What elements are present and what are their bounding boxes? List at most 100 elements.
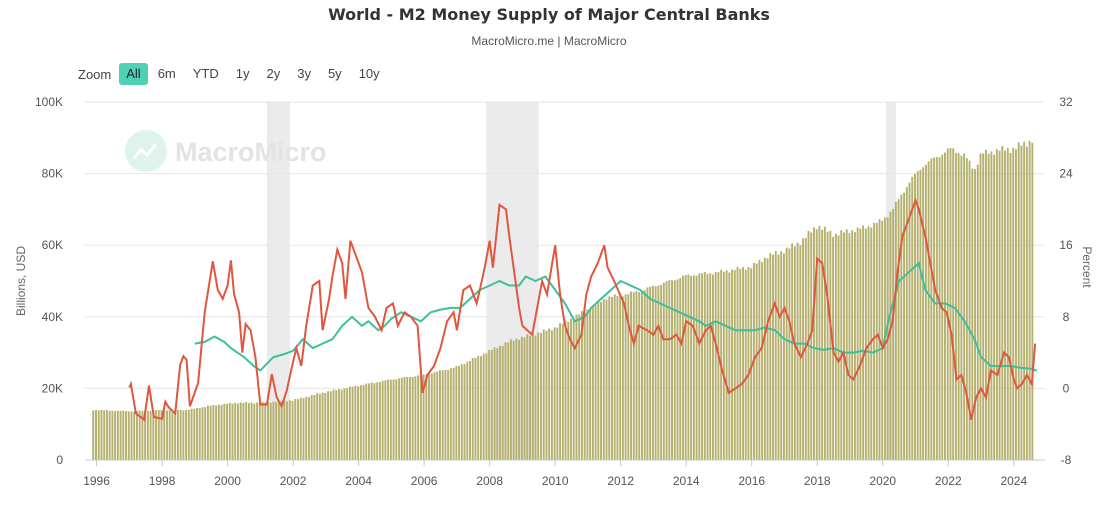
m2-bar — [698, 273, 701, 460]
m2-bar — [591, 305, 594, 460]
x-tick-label: 2002 — [280, 474, 307, 488]
m2-bar — [714, 271, 717, 460]
m2-bar — [570, 318, 572, 460]
m2-bar — [660, 284, 663, 460]
m2-bar — [892, 208, 895, 460]
m2-bar — [275, 402, 278, 460]
m2-bar — [212, 404, 215, 460]
m2-bar — [799, 244, 802, 460]
m2-bar — [226, 403, 228, 460]
m2-bar — [580, 311, 583, 460]
x-tick-label: 2020 — [869, 474, 896, 488]
m2-bar — [837, 235, 840, 460]
zoom-button-3y[interactable]: 3y — [297, 66, 311, 81]
y-right-tick-label: 24 — [1059, 167, 1073, 181]
m2-bar — [217, 404, 220, 460]
m2-bar — [938, 157, 941, 460]
m2-bar — [414, 376, 417, 460]
m2-bar — [479, 356, 482, 460]
m2-bar — [111, 410, 114, 460]
m2-bar — [269, 402, 272, 460]
m2-bar — [875, 222, 878, 460]
m2-bar — [354, 385, 357, 460]
zoom-button-6m[interactable]: 6m — [157, 66, 176, 81]
m2-bar — [608, 296, 611, 460]
y-axis-left: 0 20K 40K 60K 80K 100K — [35, 95, 63, 467]
m2-bar — [228, 402, 231, 460]
m2-bar — [922, 167, 925, 460]
m2-bar — [220, 404, 223, 460]
m2-bar — [548, 328, 551, 460]
m2-bar — [157, 410, 160, 460]
m2-bar — [589, 310, 592, 460]
m2-bar — [802, 238, 805, 460]
m2-bar — [572, 318, 575, 460]
m2-bar — [679, 278, 682, 460]
m2-bar — [1015, 149, 1017, 461]
x-tick-label: 2014 — [673, 474, 700, 488]
m2-bar — [531, 333, 534, 460]
m2-bar — [283, 400, 286, 460]
m2-bar — [717, 272, 720, 460]
m2-bar — [417, 375, 420, 460]
m2-bar — [395, 379, 398, 460]
m2-bar — [253, 403, 256, 460]
y-left-tick-label: 100K — [35, 95, 63, 109]
m2-bar — [190, 408, 193, 460]
m2-bar — [575, 314, 578, 460]
m2-bar — [523, 337, 526, 460]
m2-bar — [968, 160, 971, 460]
m2-bar — [258, 403, 261, 460]
m2-bar — [313, 395, 316, 460]
m2-bar — [223, 403, 226, 460]
m2-bar — [108, 410, 111, 460]
m2-bar — [690, 275, 693, 460]
zoom-button-all[interactable]: All — [119, 63, 148, 85]
m2-bar — [662, 282, 665, 460]
m2-bar — [327, 391, 330, 460]
m2-bar — [444, 369, 447, 460]
m2-bar — [119, 410, 122, 460]
zoom-button-10y[interactable]: 10y — [358, 66, 380, 81]
m2-bar — [100, 409, 103, 460]
m2-bar — [447, 369, 450, 460]
m2-bar — [307, 397, 310, 460]
m2-bar — [256, 402, 259, 460]
m2-bar — [280, 401, 283, 460]
zoom-button-5y[interactable]: 5y — [327, 66, 342, 81]
zoom-button-ytd[interactable]: YTD — [192, 66, 219, 81]
m2-bar — [695, 275, 698, 460]
m2-bar — [201, 407, 204, 460]
m2-bar — [788, 248, 791, 460]
zoom-button-1y[interactable]: 1y — [235, 66, 250, 81]
m2-bar — [239, 402, 242, 460]
m2-bar — [602, 299, 605, 460]
m2-bar — [821, 229, 824, 460]
m2-bar — [742, 267, 744, 460]
m2-bar — [1001, 145, 1004, 460]
m2-bar — [1031, 142, 1034, 460]
m2-bar — [681, 275, 684, 460]
m2-bar — [490, 349, 493, 460]
m2-bar — [594, 305, 597, 460]
m2-bar — [703, 272, 706, 460]
m2-bar — [411, 376, 414, 460]
m2-bar — [515, 338, 518, 460]
m2-bar — [381, 380, 384, 460]
m2-bar — [933, 157, 936, 460]
m2-bar — [466, 361, 469, 460]
m2-bar — [944, 152, 946, 461]
m2-bar — [1023, 141, 1026, 460]
m2-bar — [499, 345, 501, 460]
m2-bar — [965, 158, 968, 460]
m2-bar — [452, 367, 455, 460]
m2-bar — [144, 410, 147, 460]
m2-bar — [463, 364, 466, 460]
y-left-tick-label: 0 — [56, 453, 63, 467]
m2-bar — [176, 409, 179, 460]
m2-bar — [116, 410, 119, 460]
m2-bar — [772, 254, 774, 460]
m2-bar — [553, 327, 556, 460]
m2-bar — [559, 323, 562, 460]
zoom-button-2y[interactable]: 2y — [266, 66, 281, 81]
